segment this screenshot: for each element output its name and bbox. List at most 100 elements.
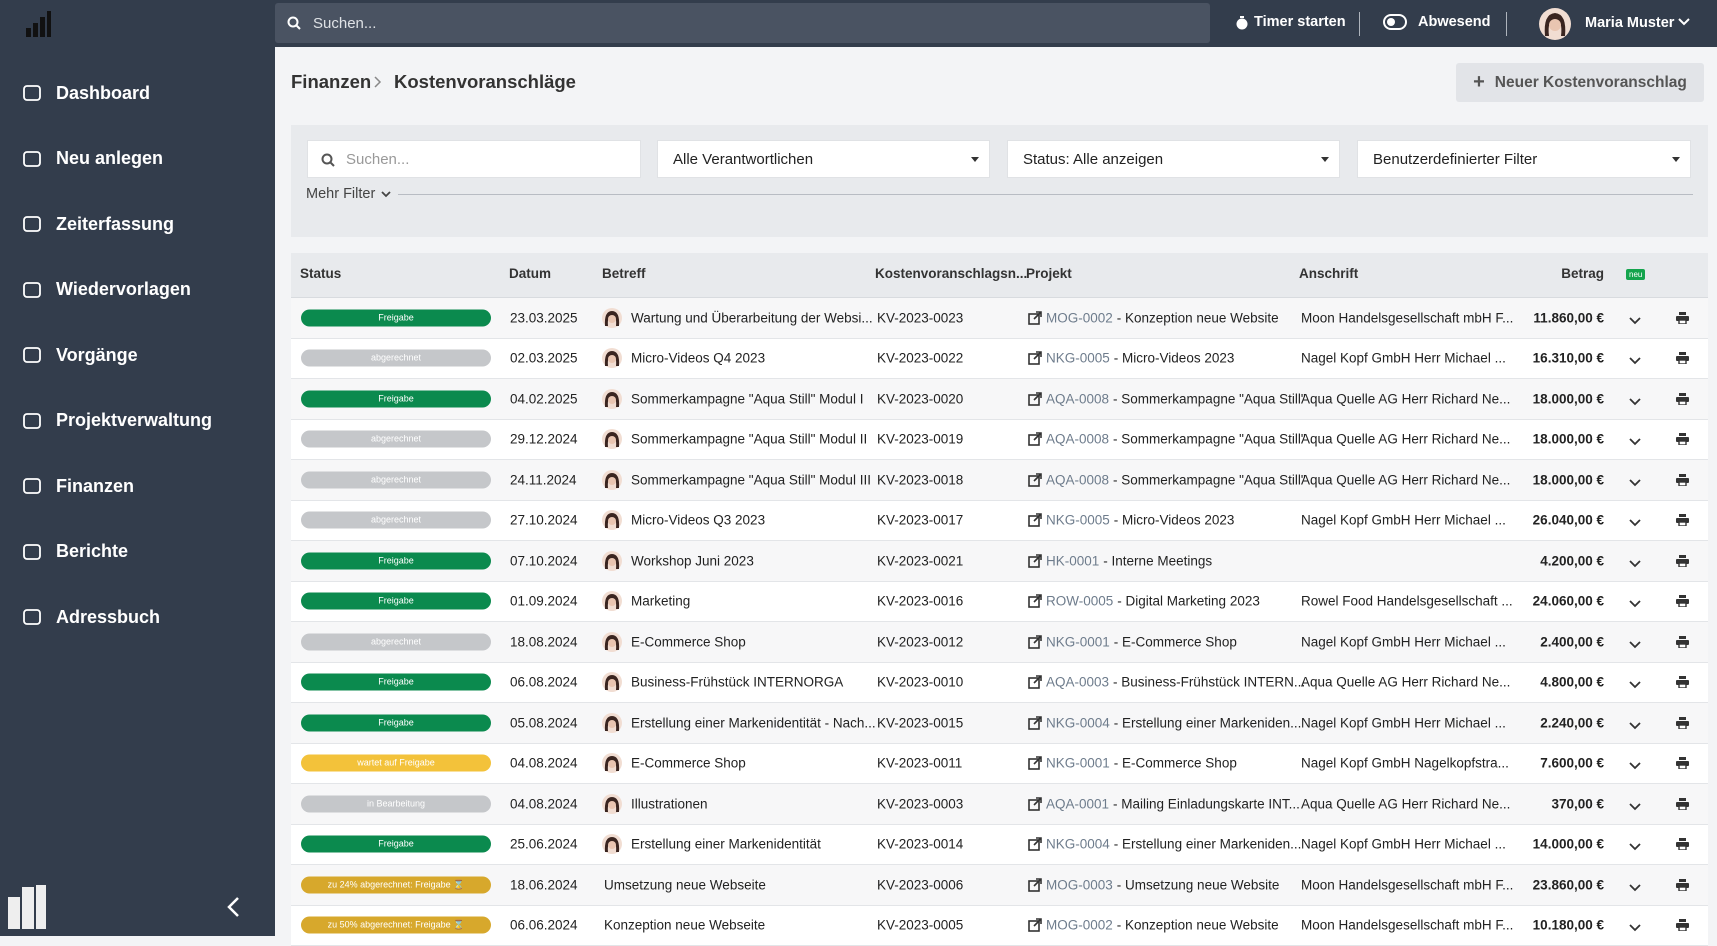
nav-item[interactable]: Adressbuch	[22, 602, 160, 632]
more-filters[interactable]: Mehr Filter	[306, 186, 391, 202]
expand-row[interactable]	[1629, 681, 1641, 689]
nav-item[interactable]: Finanzen	[22, 471, 134, 501]
open-link-icon[interactable]	[1028, 432, 1042, 446]
column-header[interactable]: Betreff	[602, 266, 646, 281]
expand-row[interactable]	[1629, 762, 1641, 770]
open-link-icon[interactable]	[1028, 918, 1042, 932]
open-link-icon[interactable]	[1028, 473, 1042, 487]
open-link-icon[interactable]	[1028, 797, 1042, 811]
expand-row[interactable]	[1629, 357, 1641, 365]
user-avatar[interactable]	[1539, 8, 1571, 40]
project[interactable]: AQA-0008- Sommerkampagne "Aqua Still"	[1046, 391, 1306, 406]
collapse-sidebar[interactable]	[226, 896, 242, 918]
print-icon[interactable]	[1676, 433, 1689, 445]
print-icon[interactable]	[1676, 717, 1689, 729]
project[interactable]: HK-0001- Interne Meetings	[1046, 553, 1212, 568]
project[interactable]: MOG-0002- Konzeption neue Website	[1046, 310, 1279, 325]
filter-search[interactable]: Suchen...	[307, 140, 641, 178]
open-link-icon[interactable]	[1028, 513, 1042, 527]
global-search[interactable]: Suchen...	[275, 3, 1210, 43]
open-link-icon[interactable]	[1028, 594, 1042, 608]
print-icon[interactable]	[1676, 798, 1689, 810]
project[interactable]: AQA-0001- Mailing Einladungskarte INT...	[1046, 796, 1300, 811]
expand-row[interactable]	[1629, 884, 1641, 892]
nav-item[interactable]: Projektverwaltung	[22, 406, 212, 436]
table-row[interactable]: zu 24% abgerechnet: Freigabe ⌛18.06.2024…	[291, 865, 1708, 906]
toggle[interactable]	[1383, 14, 1407, 30]
presence-status[interactable]: Abwesend	[1418, 14, 1491, 30]
timer-button[interactable]: Timer starten	[1254, 14, 1346, 30]
column-header[interactable]: Status	[300, 266, 341, 281]
expand-row[interactable]	[1629, 438, 1641, 446]
project[interactable]: NKG-0005- Micro-Videos 2023	[1046, 513, 1234, 528]
open-link-icon[interactable]	[1028, 837, 1042, 851]
project[interactable]: NKG-0004- Erstellung einer Markeniden...	[1046, 715, 1301, 730]
print-icon[interactable]	[1676, 514, 1689, 526]
print-icon[interactable]	[1676, 676, 1689, 688]
table-row[interactable]: zu 50% abgerechnet: Freigabe ⌛06.06.2024…	[291, 906, 1708, 946]
expand-row[interactable]	[1629, 924, 1641, 932]
project[interactable]: AQA-0008- Sommerkampagne "Aqua Still"	[1046, 472, 1306, 487]
expand-row[interactable]	[1629, 519, 1641, 527]
open-link-icon[interactable]	[1028, 756, 1042, 770]
project[interactable]: NKG-0001- E-Commerce Shop	[1046, 756, 1237, 771]
print-icon[interactable]	[1676, 312, 1689, 324]
project[interactable]: NKG-0001- E-Commerce Shop	[1046, 634, 1237, 649]
project[interactable]: AQA-0003- Business-Frühstück INTERN...	[1046, 675, 1305, 690]
expand-row[interactable]	[1629, 600, 1641, 608]
column-header[interactable]: Projekt	[1026, 266, 1072, 281]
print-icon[interactable]	[1676, 474, 1689, 486]
column-header[interactable]: Kostenvoranschlagsn...	[875, 266, 1027, 281]
nav-item[interactable]: Vorgänge	[22, 340, 138, 370]
print-icon[interactable]	[1676, 352, 1689, 364]
print-icon[interactable]	[1676, 595, 1689, 607]
column-header[interactable]: Datum	[509, 266, 551, 281]
responsible-select[interactable]: Alle Verantwortlichen	[657, 140, 990, 178]
nav-item[interactable]: Neu anlegen	[22, 144, 163, 174]
print-icon[interactable]	[1676, 555, 1689, 567]
project[interactable]: MOG-0003- Umsetzung neue Website	[1046, 877, 1279, 892]
nav-item[interactable]: Dashboard	[22, 78, 150, 108]
print-icon[interactable]	[1676, 879, 1689, 891]
expand-row[interactable]	[1629, 479, 1641, 487]
expand-row[interactable]	[1629, 641, 1641, 649]
open-link-icon[interactable]	[1028, 311, 1042, 325]
nav-item[interactable]: Berichte	[22, 537, 128, 567]
expand-row[interactable]	[1629, 560, 1641, 568]
project[interactable]: NKG-0005- Micro-Videos 2023	[1046, 351, 1234, 366]
open-link-icon[interactable]	[1028, 716, 1042, 730]
user-name[interactable]: Maria Muster	[1585, 15, 1674, 31]
print-icon[interactable]	[1676, 757, 1689, 769]
project[interactable]: ROW-0005- Digital Marketing 2023	[1046, 594, 1260, 609]
project[interactable]: NKG-0004- Erstellung einer Markeniden...	[1046, 837, 1301, 852]
expand-row[interactable]	[1629, 317, 1641, 325]
column-header[interactable]: Betrag	[1504, 266, 1604, 281]
print-icon[interactable]	[1676, 919, 1689, 931]
print-icon[interactable]	[1676, 393, 1689, 405]
column-header[interactable]: Anschrift	[1299, 266, 1358, 281]
new-estimate-button[interactable]: +Neuer Kostenvoranschlag	[1456, 63, 1704, 102]
status-select[interactable]: Status: Alle anzeigen	[1007, 140, 1340, 178]
custom-filter-select[interactable]: Benutzerdefinierter Filter	[1357, 140, 1691, 178]
open-link-icon[interactable]	[1028, 878, 1042, 892]
expand-row[interactable]	[1629, 722, 1641, 730]
project[interactable]: AQA-0008- Sommerkampagne "Aqua Still"	[1046, 432, 1306, 447]
open-link-icon[interactable]	[1028, 351, 1042, 365]
breadcrumb-root[interactable]: Finanzen	[291, 71, 371, 93]
project[interactable]: MOG-0002- Konzeption neue Website	[1046, 918, 1279, 933]
open-link-icon[interactable]	[1028, 675, 1042, 689]
print-icon[interactable]	[1676, 636, 1689, 648]
open-link-icon[interactable]	[1028, 392, 1042, 406]
